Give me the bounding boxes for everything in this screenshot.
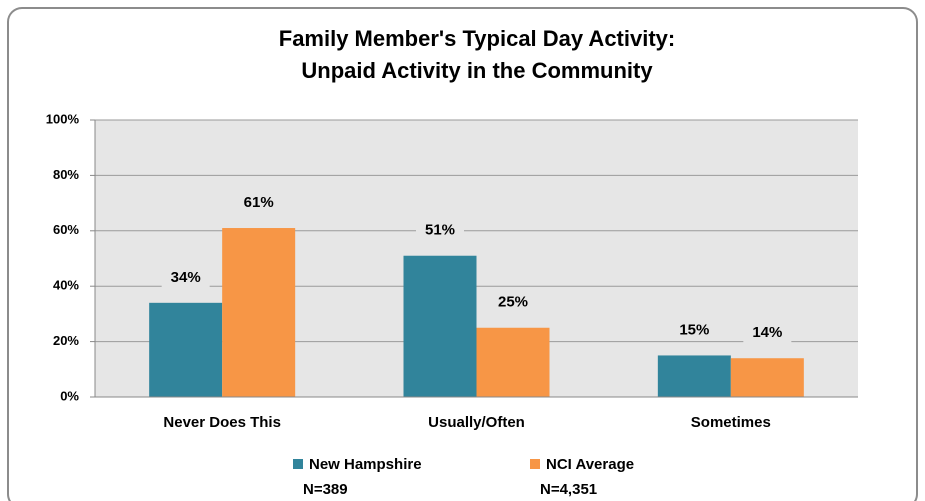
legend-sample: N=389 bbox=[303, 481, 348, 498]
chart-subtitle: Unpaid Activity in the Community bbox=[301, 58, 653, 83]
value-label-bg bbox=[743, 321, 792, 344]
value-label-bg bbox=[670, 318, 719, 341]
value-label-bg bbox=[161, 265, 210, 288]
bar bbox=[730, 358, 804, 397]
legend-label: New Hampshire bbox=[309, 456, 422, 473]
y-tick-label: 80% bbox=[53, 167, 79, 182]
value-label: 34% bbox=[171, 269, 201, 286]
y-tick-label: 60% bbox=[53, 222, 79, 237]
y-tick-label: 100% bbox=[46, 111, 80, 126]
y-tick-label: 20% bbox=[53, 333, 79, 348]
bar bbox=[149, 302, 223, 397]
y-tick-label: 40% bbox=[53, 278, 79, 293]
y-tick-label: 0% bbox=[60, 388, 79, 403]
legend-sample: N=4,351 bbox=[540, 481, 597, 498]
bar bbox=[403, 255, 477, 397]
bar bbox=[476, 327, 550, 397]
legend-swatch bbox=[530, 459, 540, 469]
value-label: 14% bbox=[752, 324, 782, 341]
value-label: 61% bbox=[244, 194, 274, 211]
legend-label: NCI Average bbox=[546, 456, 634, 473]
value-label-bg bbox=[416, 218, 464, 241]
bar bbox=[222, 228, 296, 397]
value-label: 25% bbox=[498, 294, 528, 311]
value-label-bg bbox=[489, 290, 537, 313]
value-label: 15% bbox=[679, 321, 709, 338]
bar bbox=[657, 355, 731, 397]
value-label-bg bbox=[234, 191, 283, 214]
x-tick-label: Sometimes bbox=[691, 414, 771, 431]
x-tick-label: Never Does This bbox=[163, 414, 281, 431]
chart-title: Family Member's Typical Day Activity: bbox=[279, 26, 675, 51]
value-label: 51% bbox=[425, 222, 455, 239]
x-tick-label: Usually/Often bbox=[428, 414, 525, 431]
legend-swatch bbox=[293, 459, 303, 469]
